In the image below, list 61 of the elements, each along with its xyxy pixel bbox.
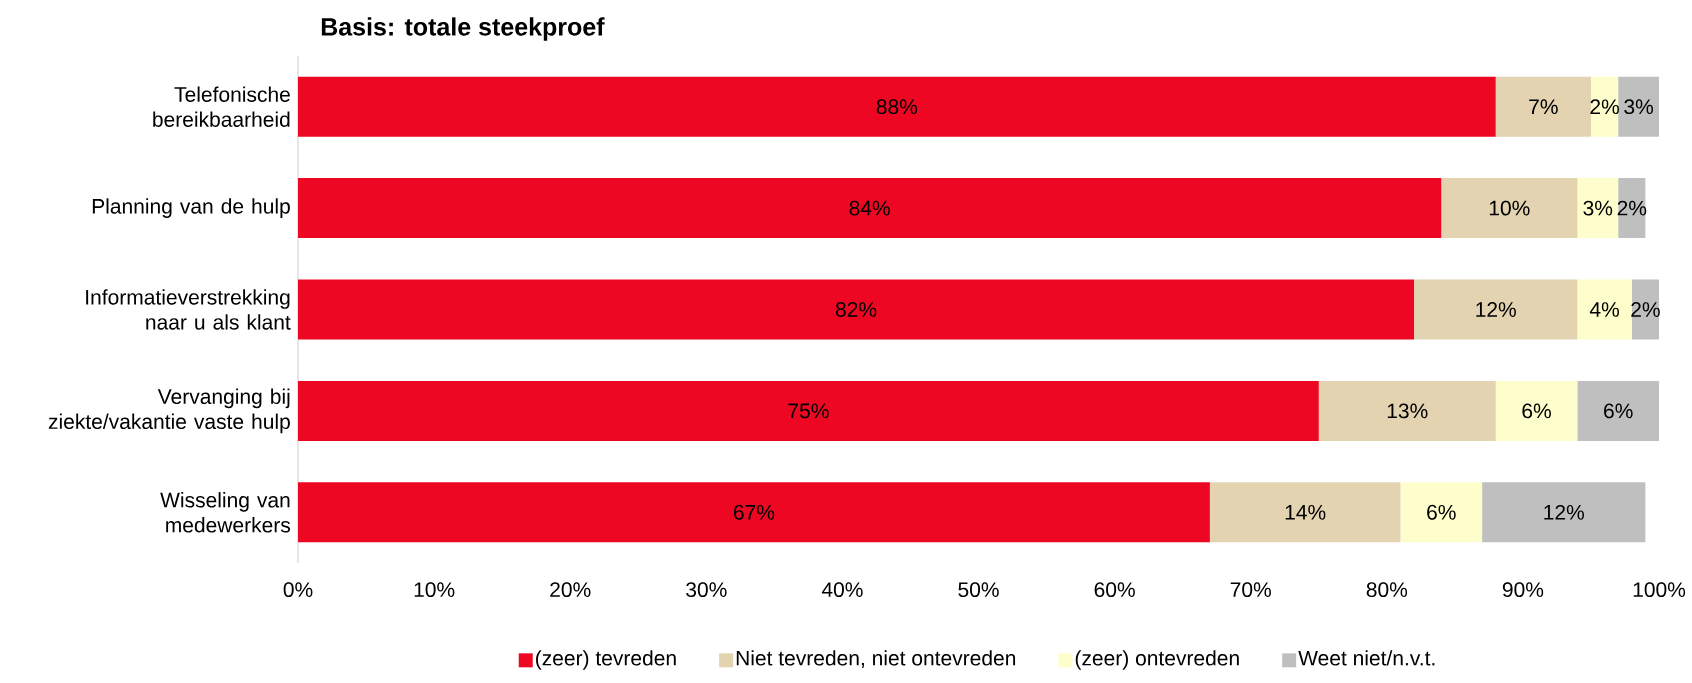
bar <box>298 380 1319 441</box>
data-label: 75% <box>788 403 829 419</box>
x-tick-label: 30% <box>686 582 727 598</box>
bar <box>1631 279 1660 340</box>
data-label: 2% <box>1631 302 1660 317</box>
x-tick-label: 60% <box>1094 582 1135 598</box>
bar <box>1482 482 1646 543</box>
data-label: 67% <box>734 504 775 520</box>
y-tick-label: Wisseling van medewerkers <box>160 492 291 533</box>
data-label: 88% <box>876 99 918 115</box>
bar <box>1495 76 1591 137</box>
data-label: 6% <box>1427 504 1456 520</box>
legend-label: Niet tevreden, niet ontevreden <box>736 650 1016 669</box>
x-tick-label: 100% <box>1633 582 1686 598</box>
y-tick-label: Informatieverstrekking naar u als klant <box>86 289 291 330</box>
bar <box>1414 279 1578 340</box>
bar <box>1318 380 1496 441</box>
x-tick-label: 10% <box>414 582 455 598</box>
bar <box>1400 482 1483 543</box>
x-tick-label: 0% <box>283 582 313 598</box>
x-tick-label: 90% <box>1502 582 1544 598</box>
x-tick-label: 20% <box>550 582 591 598</box>
data-label: 12% <box>1476 302 1516 317</box>
data-label: 3% <box>1583 200 1613 216</box>
bar <box>1495 380 1578 441</box>
legend-label: (zeer) tevreden <box>536 650 676 670</box>
data-label: 84% <box>849 200 890 216</box>
data-label: 4% <box>1589 302 1620 317</box>
data-label: 13% <box>1387 403 1428 419</box>
x-tick-label: 70% <box>1230 582 1271 598</box>
data-label: 82% <box>835 302 877 317</box>
bar <box>1441 178 1578 239</box>
bar <box>1618 178 1646 239</box>
bar <box>1577 380 1660 441</box>
chart-title: Basis: totale steekproef <box>321 17 605 41</box>
bar <box>1209 482 1401 543</box>
bar <box>1577 178 1619 239</box>
data-label: 10% <box>1489 200 1530 216</box>
bar <box>1577 279 1632 340</box>
data-label: 2% <box>1617 200 1647 216</box>
data-label: 6% <box>1604 403 1633 419</box>
data-label: 3% <box>1624 99 1654 115</box>
data-label: 12% <box>1544 504 1585 520</box>
y-tick-label: Vervanging bij ziekte/vakantie vaste hulp <box>48 388 290 434</box>
legend-label: (zeer) ontevreden <box>1075 650 1239 670</box>
bar <box>298 76 1496 137</box>
bar <box>1590 76 1619 137</box>
data-label: 6% <box>1522 403 1551 419</box>
x-tick-label: 50% <box>958 582 999 598</box>
x-tick-label: 80% <box>1366 582 1408 598</box>
bar <box>298 279 1415 340</box>
data-label: 7% <box>1529 99 1558 115</box>
y-tick-label: Telefonische bereikbaarheid <box>153 86 290 127</box>
data-label: 2% <box>1590 99 1620 115</box>
bar <box>1618 76 1660 137</box>
legend-label: Weet niet/n.v.t. <box>1298 650 1435 666</box>
bar <box>298 178 1442 239</box>
y-tick-label: Planning van de hulp <box>92 198 290 218</box>
data-label: 14% <box>1285 504 1326 520</box>
bar <box>298 482 1210 543</box>
x-tick-label: 40% <box>821 582 863 598</box>
